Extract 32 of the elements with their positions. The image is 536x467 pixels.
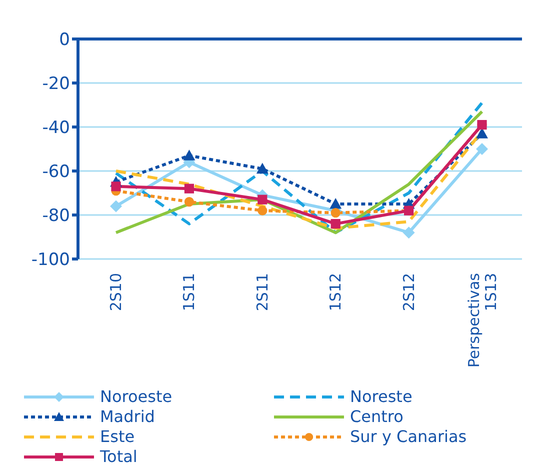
point [330, 219, 340, 229]
point [258, 206, 268, 216]
legend-label: Madrid [100, 407, 155, 427]
point [111, 182, 121, 192]
legend-label: Noreste [350, 387, 412, 407]
point [256, 162, 268, 174]
point [110, 200, 122, 212]
legend-label: Este [100, 427, 135, 447]
x-tick-label: 2S11 [253, 273, 272, 312]
point [184, 197, 194, 207]
x-tick-label: 2S12 [400, 273, 418, 312]
y-tick-label: -20 [42, 74, 70, 94]
x-tick-label: Perspectivas 1S13 [465, 272, 500, 368]
y-tick-label: -100 [31, 250, 70, 270]
point [330, 198, 342, 209]
point [258, 194, 268, 204]
legend-label: Total [100, 447, 138, 467]
y-tick-label: -80 [42, 206, 70, 226]
legend-label: Noroeste [100, 387, 172, 407]
point [402, 226, 415, 239]
y-tick-label: 0 [59, 30, 70, 50]
point [330, 208, 340, 218]
legend-label: Sur y Canarias [350, 427, 467, 447]
point [476, 143, 488, 155]
y-tick-label: -60 [42, 162, 70, 182]
x-tick-label: 1S12 [326, 273, 345, 312]
x-tick-label: 2S10 [107, 273, 125, 312]
point [183, 150, 196, 160]
point [184, 184, 194, 194]
legend-label: Centro [350, 407, 404, 427]
x-tick-label: 1S11 [180, 273, 198, 312]
y-tick-label: -40 [42, 118, 70, 138]
